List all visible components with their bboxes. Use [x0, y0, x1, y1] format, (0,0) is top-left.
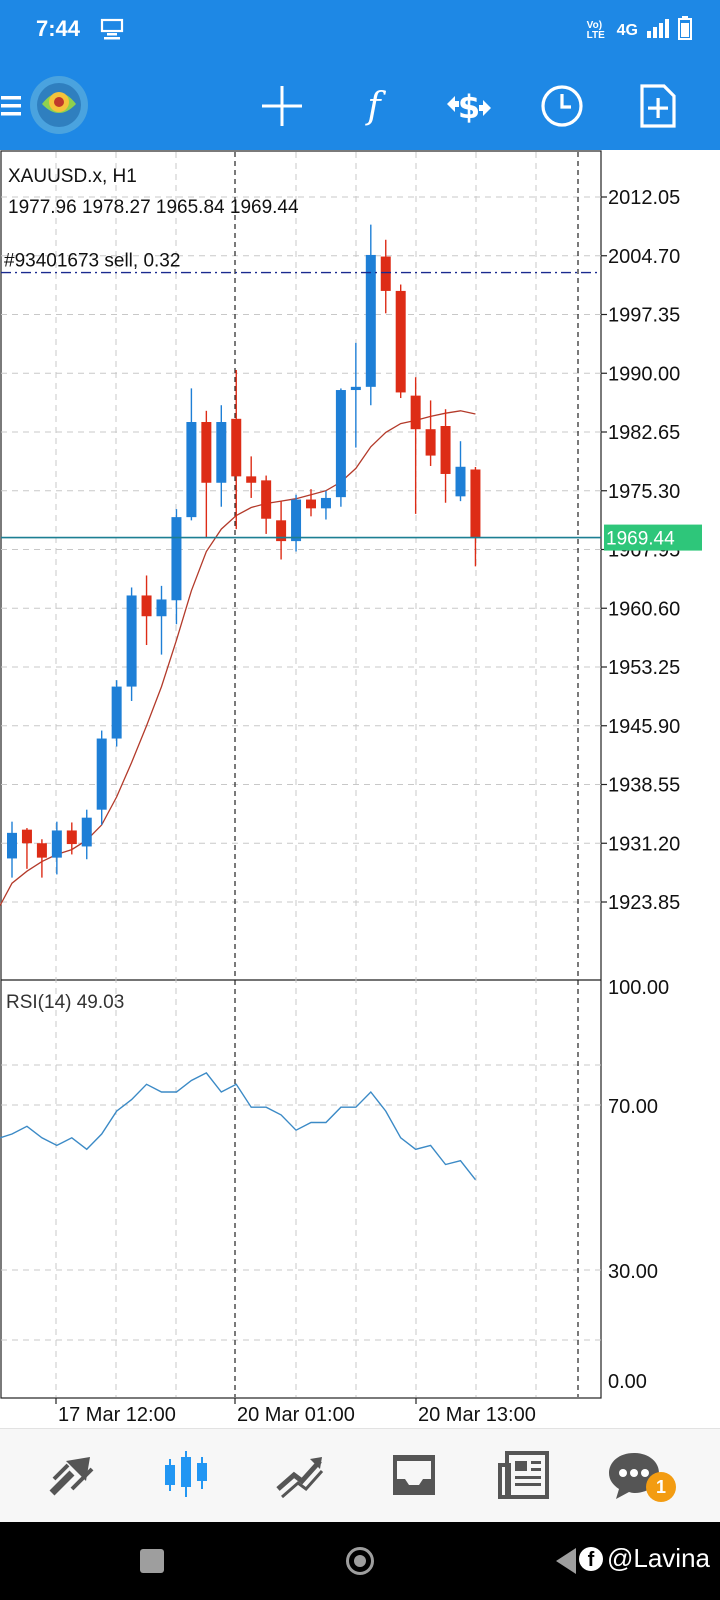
facebook-icon: f: [578, 1546, 603, 1571]
recent-apps-button[interactable]: [140, 1549, 164, 1573]
candle: [365, 224, 376, 406]
symbol-label: XAUUSD.x, H1: [8, 166, 137, 187]
candle: [96, 730, 107, 825]
svg-text:f: f: [364, 86, 386, 127]
price-tick-label: 1982.65: [608, 422, 680, 444]
candle: [410, 377, 421, 514]
candle: [335, 388, 346, 507]
signal-icon: [646, 18, 670, 43]
symbol-change-icon[interactable]: $: [440, 80, 498, 132]
candle: [306, 489, 316, 517]
quotes-tab[interactable]: [42, 1445, 102, 1505]
candle: [201, 410, 212, 538]
timeframe-icon[interactable]: [536, 80, 588, 132]
crosshair-icon[interactable]: [256, 80, 308, 132]
price-tick-label: 1923.85: [608, 892, 680, 914]
price-tick-label: 2004.70: [608, 246, 680, 268]
rsi-panel: 100.00 70.00 30.00 0.00: [0, 977, 669, 1393]
chart-area[interactable]: 2012.05 2004.70 1997.35 1990.00 1982.65 1975.…: [0, 150, 720, 1430]
price-tick-label: 1990.00: [608, 363, 680, 385]
candle: [470, 467, 481, 567]
watermark-text: @Lavina: [606, 1543, 710, 1573]
candle: [66, 822, 77, 855]
candle: [455, 441, 466, 502]
candles: [7, 224, 481, 878]
rsi-tick-label: 30.00: [608, 1261, 658, 1283]
candle: [216, 405, 227, 507]
price-axis: 2012.05 2004.70 1997.35 1990.00 1982.65 1975.…: [601, 187, 680, 914]
notification-icon: [100, 18, 124, 45]
candle: [276, 501, 287, 560]
grid-lines: [1, 152, 601, 1397]
candle: [350, 342, 361, 448]
time-axis: 17 Mar 12:00 20 Mar 01:00 20 Mar 13:00: [55, 1398, 536, 1426]
time-tick-label: 17 Mar 12:00: [58, 1404, 176, 1426]
status-bar: 7:44 Vo) LTE 4G: [0, 0, 720, 62]
candle: [171, 509, 182, 625]
price-tick-label: 1997.35: [608, 305, 680, 327]
candle: [81, 809, 92, 860]
network-type: 4G: [616, 21, 638, 39]
rsi-label: RSI(14) 49.03: [6, 992, 124, 1013]
bottom-navigation: [0, 1428, 720, 1523]
home-button[interactable]: [346, 1547, 374, 1575]
current-price-value: 1969.44: [606, 529, 675, 550]
menu-icon[interactable]: [0, 80, 22, 132]
battery-icon: [678, 16, 692, 45]
candle: [231, 370, 242, 530]
rsi-line: [0, 1072, 477, 1181]
candle: [291, 494, 302, 552]
price-tick-label: 1945.90: [608, 716, 680, 738]
candle: [261, 475, 272, 534]
candle: [395, 284, 406, 399]
candle: [36, 839, 47, 878]
candle: [380, 239, 391, 314]
chart-toolbar: f $: [0, 62, 720, 150]
price-tick-label: 1975.30: [608, 481, 680, 503]
candle: [156, 585, 167, 655]
candle: [111, 680, 122, 747]
new-order-icon[interactable]: [632, 80, 684, 132]
chart-frame: [0, 150, 602, 1399]
candle: [440, 409, 451, 503]
indicators-icon[interactable]: f: [348, 80, 400, 132]
system-navigation-bar: [0, 1522, 720, 1600]
app-logo-icon[interactable]: [28, 74, 90, 136]
candle: [320, 490, 331, 520]
messages-badge: 1: [646, 1472, 676, 1502]
status-time: 7:44: [36, 16, 81, 41]
status-icons: Vo) LTE 4G: [587, 16, 692, 45]
price-chart[interactable]: 2012.05 2004.70 1997.35 1990.00 1982.65 1975.…: [0, 150, 720, 1430]
order-line-label: #93401673 sell, 0.32: [4, 251, 180, 272]
time-tick-label: 20 Mar 13:00: [418, 1404, 536, 1426]
rsi-tick-label: 0.00: [608, 1371, 647, 1393]
news-tab[interactable]: [494, 1445, 554, 1505]
candle: [21, 828, 32, 869]
rsi-tick-label: 100.00: [608, 977, 669, 999]
candle: [126, 587, 137, 701]
volte-icon: Vo) LTE: [586, 19, 605, 41]
rsi-tick-label: 70.00: [608, 1096, 658, 1118]
candle: [51, 821, 62, 875]
chart-tab[interactable]: [156, 1445, 216, 1505]
current-price-tag: [604, 524, 702, 551]
time-tick-label: 20 Mar 01:00: [237, 1404, 355, 1426]
price-tick-label: 2012.05: [608, 187, 680, 209]
price-tick-label: 1953.25: [608, 657, 680, 679]
price-tick-label: 1960.60: [608, 598, 680, 620]
candle: [141, 575, 152, 646]
candle: [246, 456, 257, 498]
trade-tab[interactable]: [270, 1445, 330, 1505]
candle: [186, 388, 197, 521]
watermark: f @Lavina: [578, 1543, 710, 1574]
svg-text:$: $: [458, 88, 480, 126]
candle: [7, 821, 17, 878]
price-tick-label: 1931.20: [608, 833, 680, 855]
ohlc-label: 1977.96 1978.27 1965.84 1969.44: [8, 197, 299, 218]
candle: [425, 400, 436, 466]
history-tab[interactable]: [384, 1445, 444, 1505]
price-tick-label: 1938.55: [608, 775, 680, 797]
back-button[interactable]: [556, 1548, 576, 1574]
